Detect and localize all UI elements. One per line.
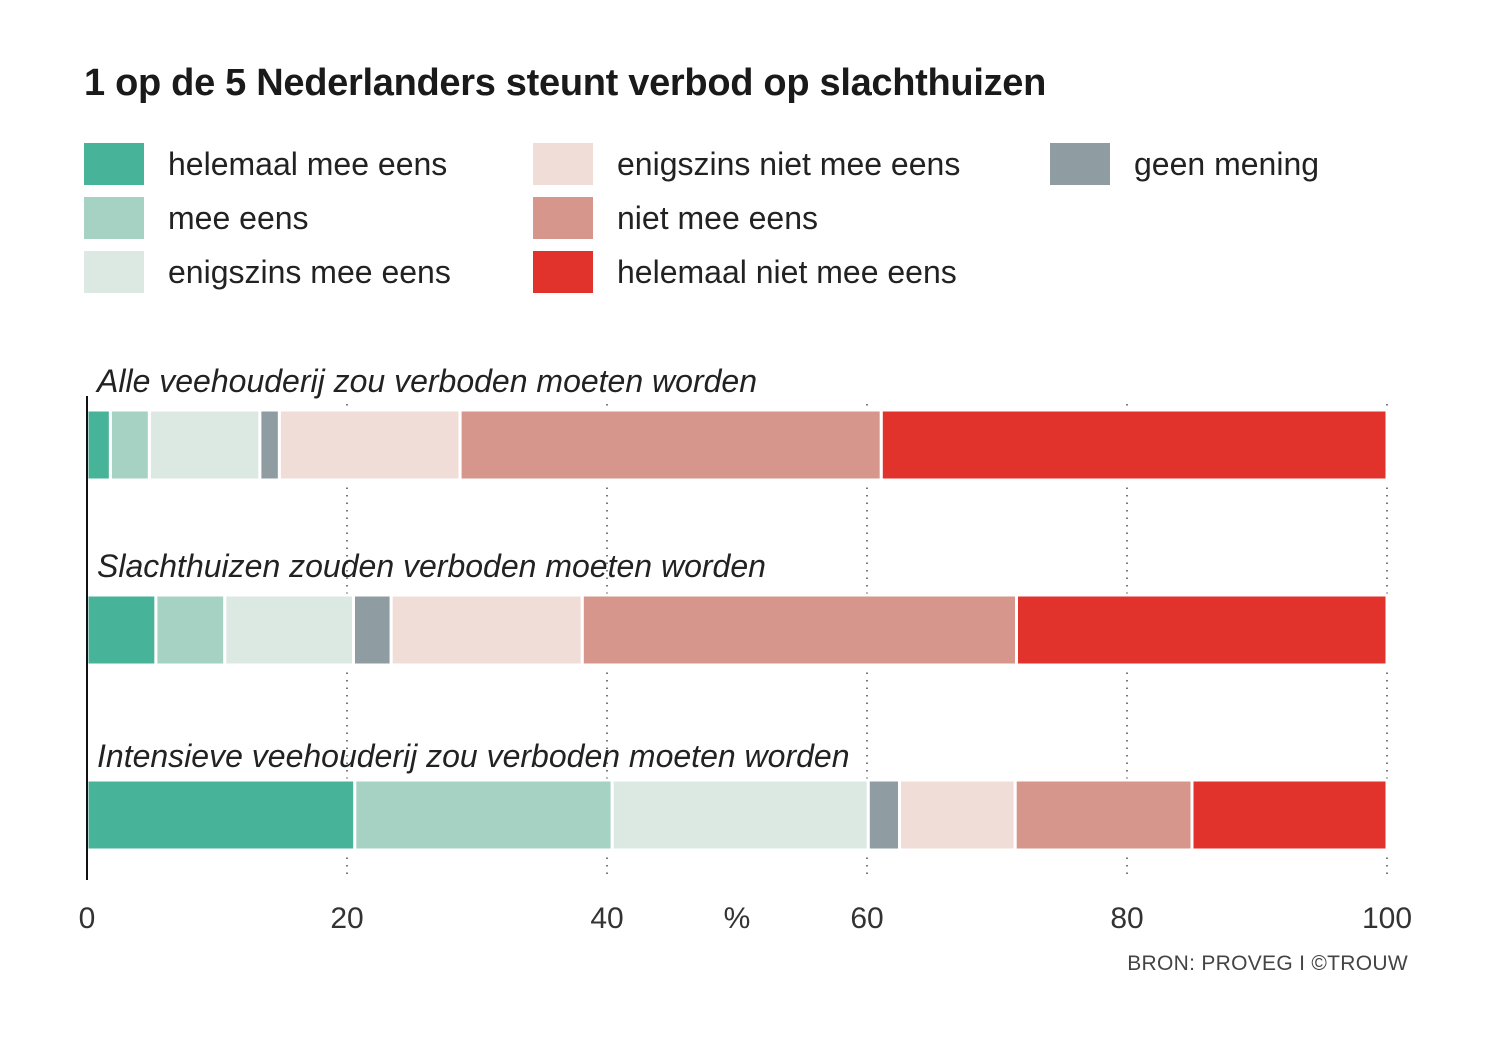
bar-segment [108, 408, 151, 482]
bar-segment [85, 778, 357, 852]
legend-label: helemaal niet mee eens [617, 253, 957, 290]
legend-label: enigszins mee eens [168, 253, 451, 290]
x-tick-label: 60 [850, 902, 883, 935]
bar-segment [277, 408, 462, 482]
bar-segment [223, 593, 355, 667]
legend-swatch [84, 197, 144, 239]
legend-label: niet mee eens [617, 199, 819, 236]
x-tick-label: 0 [79, 902, 96, 935]
legend-item-geen-mening: geen mening [1050, 142, 1319, 186]
bar-segment [866, 778, 901, 852]
legend-label: mee eens [168, 199, 309, 236]
bar-segment [1015, 593, 1389, 667]
legend-item-mee-eens: mee eens [84, 196, 309, 240]
legend-swatch [533, 251, 593, 293]
bar-segment [85, 408, 112, 482]
x-tick-label: 100 [1362, 902, 1412, 935]
source-credit: BRON: PROVEG I ©TROUW [1127, 952, 1408, 975]
legend-item-niet-mee-eens: niet mee eens [533, 196, 818, 240]
bar-segment [458, 408, 883, 482]
bar-segment [610, 778, 870, 852]
legend-label: helemaal mee eens [168, 145, 448, 182]
bar-segment [353, 778, 614, 852]
bar-segment [389, 593, 584, 667]
bar-segment [147, 408, 262, 482]
bar-segment [1190, 778, 1389, 852]
bar-segment [879, 408, 1389, 482]
bar-segment [352, 593, 393, 667]
bar-segment [580, 593, 1018, 667]
legend-item-enigszins-niet-mee-eens: enigszins niet mee eens [533, 142, 960, 186]
chart-title: 1 op de 5 Nederlanders steunt verbod op … [84, 62, 1047, 104]
x-axis-label: % [724, 902, 751, 935]
legend-swatch [1050, 143, 1110, 185]
x-tick-label: 20 [330, 902, 363, 935]
bar-segment [1013, 778, 1194, 852]
legend-label: enigszins niet mee eens [617, 145, 961, 182]
legend-label: geen mening [1134, 145, 1320, 182]
x-tick-label: 40 [590, 902, 623, 935]
bar-segment [154, 593, 227, 667]
legend-swatch [533, 197, 593, 239]
bar-segment [85, 593, 158, 667]
legend-swatch [84, 251, 144, 293]
bar-segment [898, 778, 1017, 852]
x-tick-label: 80 [1110, 902, 1143, 935]
legend-item-helemaal-niet-mee-eens: helemaal niet mee eens [533, 250, 957, 294]
category-label: Intensieve veehouderij zou verboden moet… [97, 738, 850, 774]
category-label: Alle veehouderij zou verboden moeten wor… [95, 363, 757, 399]
category-label: Slachthuizen zouden verboden moeten word… [97, 548, 766, 584]
bar-segment [258, 408, 281, 482]
legend-item-helemaal-mee-eens: helemaal mee eens [84, 142, 447, 186]
legend-swatch [533, 143, 593, 185]
legend-item-enigszins-mee-eens: enigszins mee eens [84, 250, 451, 294]
legend-swatch [84, 143, 144, 185]
